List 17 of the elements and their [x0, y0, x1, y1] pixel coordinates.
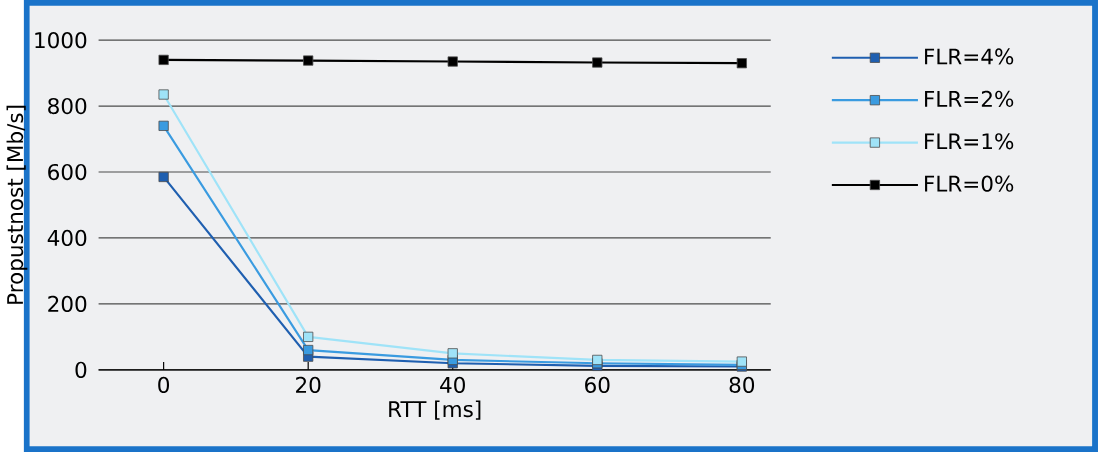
x-tick-label: 40	[440, 376, 465, 394]
y-axis-title: Propustnost [Mb/s]	[6, 105, 28, 304]
legend-label: FLR=0%	[925, 175, 1014, 192]
y-tick-label: 800	[48, 97, 87, 115]
x-tick-label: 60	[585, 376, 610, 394]
y-tick-label: 0	[75, 361, 87, 378]
y-tick-label: 200	[48, 295, 87, 313]
legend-label: FLR=4%	[925, 48, 1014, 65]
x-tick-label: 80	[729, 376, 755, 394]
x-tick-label: 0	[158, 376, 170, 394]
legend-label: FLR=2%	[925, 90, 1014, 108]
y-tick-label: 400	[47, 229, 87, 247]
y-tick-label: 1000	[35, 31, 87, 49]
legend-label: FLR=1%	[925, 133, 1014, 150]
y-tick-label: 600	[48, 163, 87, 181]
x-tick-label: 20	[296, 376, 321, 394]
x-axis-title: RTT [ms]	[389, 400, 481, 420]
